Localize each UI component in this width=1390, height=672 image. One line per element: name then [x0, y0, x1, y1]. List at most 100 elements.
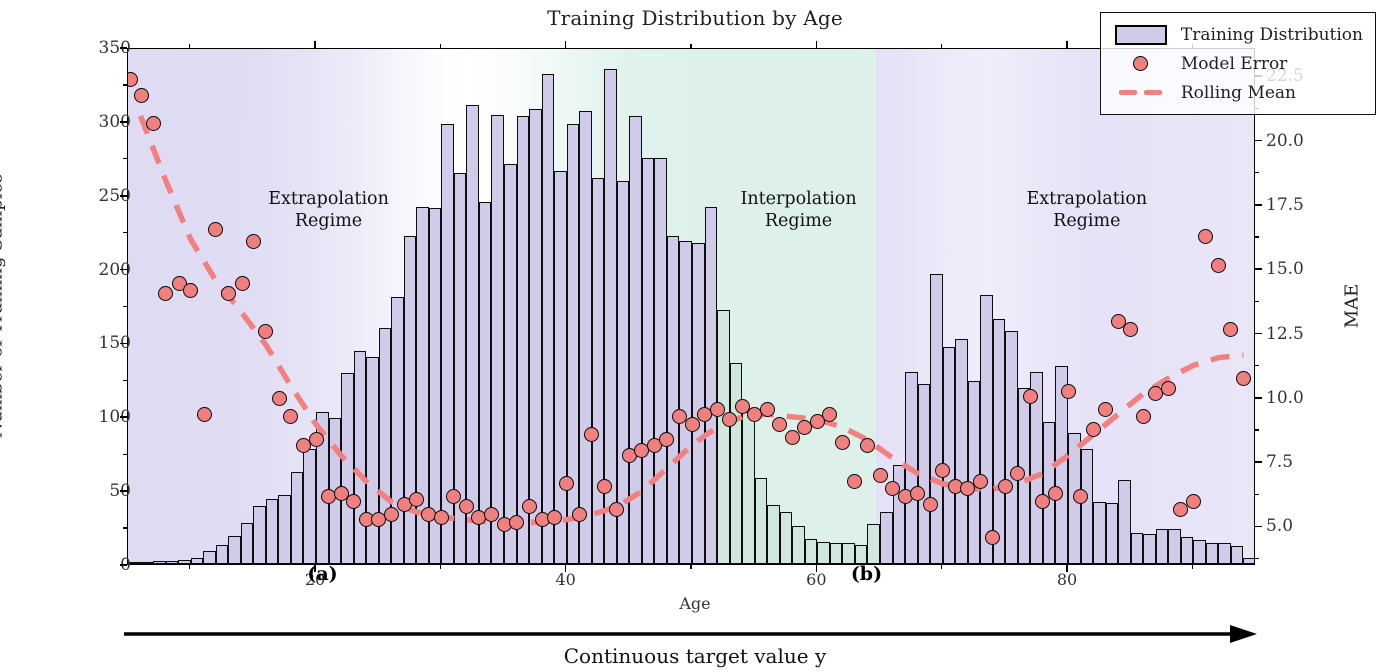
y-tick-mark-left — [120, 268, 127, 271]
y-minor-tick-left — [123, 84, 127, 86]
histogram-bar — [128, 562, 141, 564]
scatter-point — [383, 507, 399, 523]
histogram-bar — [980, 295, 993, 564]
scatter-point — [446, 489, 462, 505]
histogram-bar — [930, 274, 943, 564]
histogram-bar — [1118, 479, 1131, 564]
scatter-point — [910, 486, 926, 502]
rolling-mean-line — [137, 114, 1244, 526]
scatter-point — [834, 435, 850, 451]
scatter-point — [1185, 494, 1201, 510]
histogram-bar — [829, 543, 843, 564]
scatter-point — [684, 417, 700, 433]
scatter-point — [458, 499, 474, 515]
histogram-bar — [842, 543, 855, 564]
scatter-point — [1073, 489, 1089, 505]
histogram-bar — [1005, 330, 1018, 564]
scatter-point — [659, 432, 675, 448]
histogram-bar — [1093, 501, 1106, 564]
x-tick-label: 40 — [555, 570, 576, 589]
histogram-bar — [604, 69, 617, 564]
scatter-point — [1198, 229, 1214, 245]
y-tick-label-right: 17.5 — [1266, 194, 1304, 215]
scatter-point — [559, 476, 575, 492]
scatter-point — [509, 514, 525, 530]
y-minor-tick-right — [1255, 493, 1259, 495]
histogram-bar — [1105, 503, 1119, 564]
histogram-bar — [278, 494, 291, 564]
scatter-point — [408, 491, 424, 507]
x-minor-tick-top — [940, 44, 943, 48]
y-axis-left-label: Number of Training Samples — [0, 173, 7, 439]
scatter-point — [295, 437, 311, 453]
regime-label: Interpolation Regime — [740, 189, 857, 232]
histogram-bar — [215, 544, 229, 564]
x-tick-mark-top — [815, 41, 818, 48]
scatter-point — [722, 411, 738, 427]
x-tick-mark-top — [564, 41, 567, 48]
y-tick-label-right: 20.0 — [1266, 130, 1304, 151]
scatter-point — [158, 285, 174, 301]
legend-label: Rolling Mean — [1180, 82, 1296, 103]
x-minor-tick — [1191, 565, 1194, 569]
histogram-bar — [792, 525, 805, 564]
y-tick-label-left: 200 — [98, 259, 131, 280]
y-tick-label-left: 350 — [98, 38, 131, 58]
histogram-bar — [403, 236, 417, 564]
histogram-bar — [466, 104, 479, 564]
scatter-point — [584, 427, 600, 443]
scatter-point — [183, 283, 199, 299]
x-minor-tick-top — [439, 44, 442, 48]
histogram-bar — [717, 309, 730, 564]
x-minor-tick — [690, 565, 692, 569]
y-minor-tick-left — [123, 379, 127, 382]
y-minor-tick-right — [1255, 525, 1259, 528]
scatter-point — [859, 437, 875, 453]
y-tick-label-right: 15.0 — [1266, 259, 1304, 280]
histogram-bar — [1193, 540, 1206, 564]
histogram-bar — [316, 411, 329, 564]
histogram-bar — [641, 157, 655, 564]
y-tick-label-left: 250 — [98, 185, 131, 206]
scatter-point — [872, 468, 888, 484]
histogram-bar — [967, 380, 981, 564]
scatter-point — [1010, 465, 1026, 481]
chart-legend: Training Distribution Model Error Rollin… — [1099, 12, 1376, 115]
x-minor-tick — [188, 565, 191, 569]
x-axis-label: Age — [679, 594, 711, 613]
histogram-bar — [867, 524, 880, 564]
histogram-bar — [441, 123, 454, 564]
scatter-point — [346, 494, 362, 510]
scatter-point — [609, 501, 625, 517]
y-tick-mark-left — [120, 121, 127, 123]
scatter-point — [571, 507, 587, 523]
histogram-bar — [1030, 371, 1043, 564]
histogram-bar — [880, 512, 893, 564]
histogram-bar — [779, 512, 793, 564]
scatter-point — [960, 481, 976, 497]
scatter-point — [196, 406, 212, 422]
y-minor-tick-left — [123, 158, 127, 160]
scatter-point — [1235, 370, 1251, 386]
histogram-bar — [579, 110, 592, 564]
plot-area: Extrapolation Regime Interpolation Regime… — [127, 48, 1255, 565]
x-minor-tick — [439, 565, 442, 569]
dashed-line-icon — [1111, 90, 1171, 95]
histogram-bar — [228, 535, 241, 564]
scatter-point — [433, 509, 449, 525]
scatter-point — [1173, 501, 1189, 517]
scatter-point — [1135, 409, 1151, 425]
bottom-axis-caption: Continuous target value y — [563, 644, 827, 668]
x-tick-mark — [314, 565, 316, 572]
histogram-bar — [1168, 528, 1181, 564]
x-tick-mark — [815, 565, 818, 572]
histogram-bar — [140, 562, 154, 564]
histogram-bar — [654, 157, 667, 564]
histogram-bar — [491, 114, 504, 564]
histogram-bar — [1080, 448, 1094, 564]
y-tick-label-left: 100 — [98, 407, 131, 428]
scatter-point — [272, 391, 288, 407]
regime-label: Extrapolation Regime — [1026, 189, 1148, 232]
histogram-bar — [554, 171, 567, 564]
scatter-point — [822, 406, 838, 422]
